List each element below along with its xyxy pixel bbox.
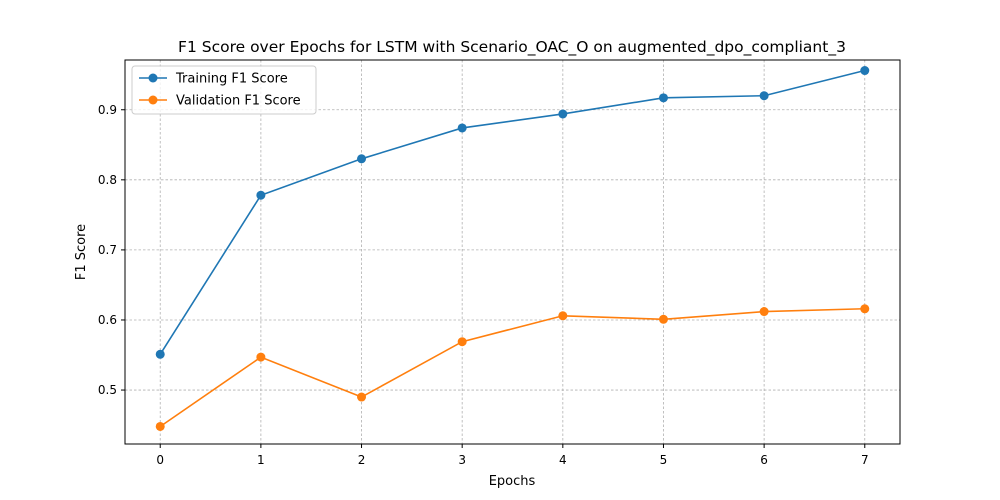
data-point [155, 349, 165, 359]
x-tick-label: 4 [559, 453, 567, 467]
x-tick-label: 0 [156, 453, 164, 467]
data-point [860, 66, 870, 76]
data-point [759, 307, 769, 317]
x-tick-label: 6 [760, 453, 768, 467]
chart-title: F1 Score over Epochs for LSTM with Scena… [178, 38, 846, 57]
legend-label: Validation F1 Score [176, 94, 301, 109]
series-line [159, 307, 865, 428]
y-axis-label: F1 Score [74, 224, 89, 280]
series-layer [155, 66, 870, 431]
y-tick-label: 0.5 [98, 383, 117, 397]
plot-frame [124, 59, 901, 445]
x-axis-label: Epochs [489, 474, 536, 489]
data-point [155, 421, 165, 431]
legend-swatch-marker [148, 95, 158, 105]
legend-swatch-marker [148, 73, 158, 83]
data-point [759, 91, 769, 101]
x-axis-ticks: 0 1 2 3 4 5 6 7 [156, 444, 869, 467]
legend-box [131, 65, 317, 115]
x-tick-label: 7 [861, 453, 869, 467]
data-point [357, 392, 367, 402]
y-axis-ticks: 0.5 0.6 0.7 0.8 0.9 [98, 103, 125, 397]
y-tick-label: 0.8 [98, 173, 117, 187]
x-tick-label: 3 [458, 453, 466, 467]
y-tick-label: 0.7 [98, 243, 117, 257]
x-tick-label: 2 [358, 453, 366, 467]
data-point [558, 311, 568, 321]
grid-lines [125, 60, 900, 444]
x-tick-label: 1 [257, 453, 265, 467]
series-validation [155, 304, 870, 431]
data-point [256, 190, 266, 200]
data-point [357, 154, 367, 164]
x-tick-label: 5 [660, 453, 668, 467]
data-point [256, 352, 266, 362]
data-point [457, 337, 467, 347]
data-point [658, 314, 668, 324]
y-tick-label: 0.9 [98, 103, 117, 117]
data-point [860, 304, 870, 314]
series-training [155, 66, 870, 359]
legend: Training F1 Score Validation F1 Score [131, 65, 317, 115]
data-point [558, 109, 568, 119]
legend-label: Training F1 Score [175, 72, 288, 87]
y-tick-label: 0.6 [98, 313, 117, 327]
data-point [658, 93, 668, 103]
data-point [457, 123, 467, 133]
series-line [159, 69, 865, 355]
